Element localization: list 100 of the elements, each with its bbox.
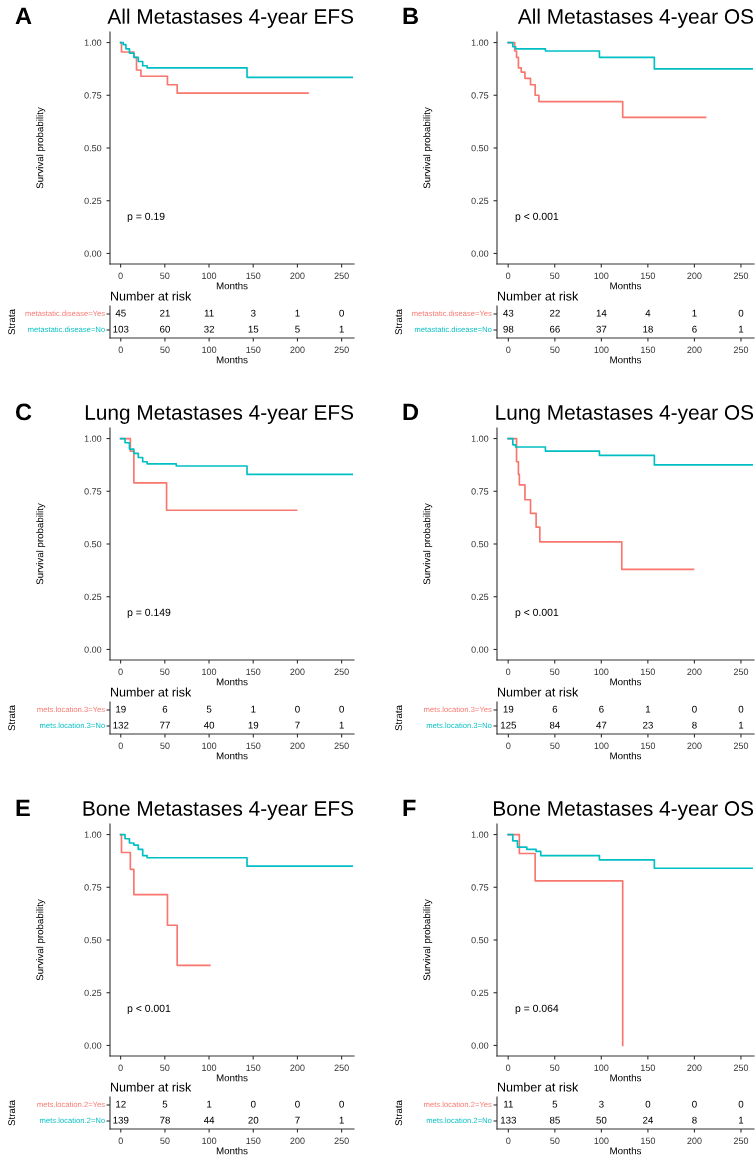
data-label: 0	[295, 705, 300, 713]
x-tick-label: 0	[118, 1137, 123, 1144]
data-label: 1	[739, 325, 744, 333]
y-tick-label: 0.75	[471, 92, 489, 99]
data-label: 5	[206, 705, 212, 713]
data-label: 11	[204, 309, 214, 317]
y-tick-label: 0.25	[471, 989, 489, 997]
data-label: 103	[113, 325, 129, 333]
y-tick-label: 1.00	[84, 831, 102, 838]
data-label: 139	[113, 1116, 129, 1124]
x-axis-title: Months	[610, 356, 642, 364]
data-label: 0	[339, 705, 344, 713]
x-tick-label: 100	[594, 346, 609, 353]
chart-title: All Metastases 4-year OS	[517, 8, 754, 28]
x-axis-title: Months	[610, 282, 642, 290]
y-tick-label: 1.00	[84, 435, 102, 442]
y-tick-label: 0.75	[84, 92, 102, 99]
y-axis-title: Strata	[8, 705, 16, 731]
text: D	[403, 403, 419, 421]
data-label: 23	[643, 721, 653, 729]
x-tick-label: 0	[118, 742, 123, 749]
x-tick-label: 150	[641, 668, 656, 675]
data-label: 15	[248, 325, 259, 333]
data-label: 66	[549, 325, 560, 333]
data-label: 0	[250, 1100, 256, 1108]
data-label: 0	[295, 1100, 300, 1108]
y-tick-label: 0.00	[471, 250, 489, 257]
data-label: 1	[739, 1116, 744, 1124]
x-tick-label: 0	[118, 1064, 123, 1071]
data-label: 19	[503, 705, 514, 713]
y-tick-label: 0.00	[471, 646, 489, 653]
y-tick-label: 0.50	[84, 540, 102, 548]
x-tick-label: 250	[733, 1137, 749, 1144]
x-axis-title: Months	[216, 752, 248, 760]
text: A	[15, 7, 32, 25]
y-axis-title: Survival probability	[36, 899, 46, 981]
x-tick-label: 0	[506, 742, 511, 749]
x-tick-label: 200	[290, 1064, 305, 1071]
x-tick-label: 50	[160, 1137, 170, 1144]
data-label: 0	[645, 1100, 651, 1108]
data-label: 0	[738, 705, 744, 713]
x-tick-label: 200	[687, 1137, 702, 1144]
y-axis-title: Strata	[395, 1100, 403, 1126]
x-tick-label: 250	[334, 668, 349, 675]
x-tick-label: 0	[118, 346, 123, 353]
y-tick-label: 0.00	[84, 646, 102, 653]
y-axis-title: Survival probability	[423, 107, 433, 189]
chart-title: Number at risk	[111, 291, 192, 301]
chart-title: Number at risk	[498, 687, 579, 697]
data-label: 45	[115, 309, 126, 317]
data-label: 18	[643, 325, 653, 333]
text: B	[403, 7, 418, 25]
x-tick-label: 250	[733, 742, 749, 749]
x-tick-label: 200	[687, 346, 702, 353]
chart-title: Lung Metastases 4-year EFS	[85, 405, 354, 424]
data-label: 77	[160, 721, 170, 729]
y-tick-label: 0.25	[471, 593, 489, 601]
y-tick-label: 0.50	[84, 936, 102, 944]
x-tick-label: 50	[550, 1064, 560, 1071]
data-label: 133	[500, 1116, 517, 1124]
x-tick-label: 100	[594, 272, 609, 279]
x-tick-label: 250	[334, 1064, 349, 1071]
y-tick-label: 0.75	[471, 884, 489, 891]
x-tick-label: 150	[246, 1064, 261, 1071]
x-tick-label: 150	[641, 742, 656, 749]
data-label: 125	[500, 721, 517, 729]
data-label: 0	[692, 705, 697, 713]
x-tick-label: 100	[594, 1064, 609, 1071]
x-tick-label: 50	[550, 742, 560, 749]
x-tick-label: 50	[160, 1064, 170, 1071]
y-tick-label: 0.75	[84, 488, 102, 495]
data-label: 8	[692, 721, 697, 729]
x-tick-label: 200	[687, 742, 702, 749]
data-label: 78	[160, 1116, 170, 1124]
annotation: p < 0.001	[515, 212, 559, 223]
x-tick-label: 150	[641, 346, 656, 353]
data-label: 7	[295, 1116, 300, 1124]
data-label: 0	[339, 1100, 344, 1108]
x-tick-label: 150	[246, 1137, 261, 1144]
data-label: 6	[552, 705, 558, 713]
x-tick-label: 100	[594, 742, 609, 749]
y-axis-title: Strata	[8, 309, 16, 335]
data-label: 43	[503, 309, 514, 317]
y-axis-title: Survival probability	[423, 899, 433, 981]
data-label: 0	[738, 309, 744, 317]
data-label: 21	[160, 309, 170, 317]
x-tick-label: 0	[118, 272, 123, 279]
x-tick-label: 100	[202, 668, 217, 675]
x-axis-title: Months	[610, 752, 642, 760]
x-tick-label: 200	[290, 1137, 305, 1144]
chart-title: Number at risk	[111, 1082, 192, 1092]
y-tick-label: 0.50	[471, 540, 489, 548]
x-tick-label: 250	[733, 1064, 749, 1071]
x-tick-label: 100	[202, 742, 217, 749]
x-tick-label: 200	[687, 1064, 702, 1071]
data-label: 1	[692, 309, 697, 317]
data-label: 5	[552, 1100, 558, 1108]
x-tick-label: 250	[733, 272, 749, 279]
x-tick-label: 50	[160, 668, 170, 675]
y-tick-label: 0.75	[471, 488, 489, 495]
